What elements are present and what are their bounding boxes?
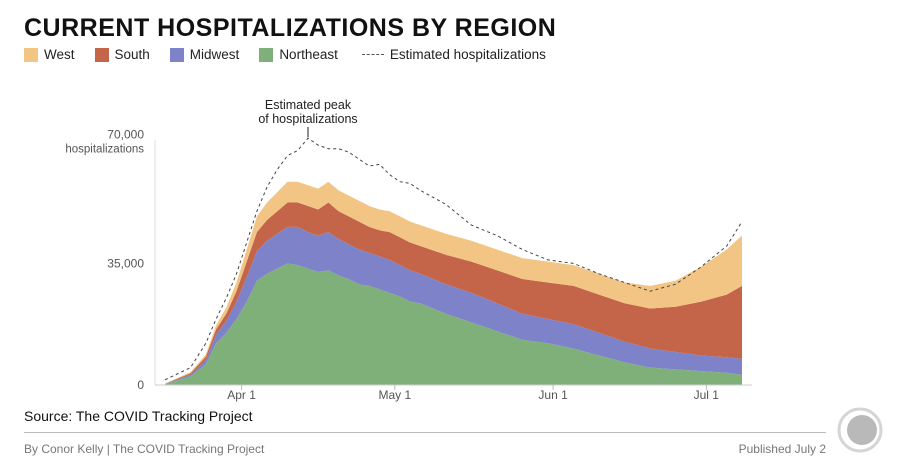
legend-label-estimated: Estimated hospitalizations bbox=[389, 47, 546, 62]
y-tick-label: 0 bbox=[137, 378, 144, 392]
legend-item-northeast: Northeast bbox=[259, 47, 338, 62]
area-northeast bbox=[165, 263, 742, 385]
footer-published: Published July 2 bbox=[738, 442, 826, 456]
legend-swatch-midwest bbox=[169, 47, 184, 62]
legend-label-west: West bbox=[44, 47, 75, 62]
x-tick-label: Apr 1 bbox=[227, 388, 256, 402]
legend-swatch-south bbox=[94, 47, 109, 62]
annotation-label-line1: Estimated peak bbox=[265, 98, 352, 112]
legend-item-south: South bbox=[94, 47, 150, 62]
legend: West South Midwest Northeast Estimated h… bbox=[24, 47, 566, 62]
x-tick-label: Jul 1 bbox=[694, 388, 720, 402]
legend-label-south: South bbox=[114, 47, 150, 62]
annotation-label-line2: of hospitalizations bbox=[258, 112, 357, 126]
footer-divider bbox=[24, 432, 826, 433]
legend-item-estimated: Estimated hospitalizations bbox=[361, 47, 546, 62]
y-tick-label: 70,000 bbox=[107, 128, 144, 142]
y-tick-label: 35,000 bbox=[107, 256, 144, 270]
area-midwest bbox=[165, 226, 742, 385]
legend-label-midwest: Midwest bbox=[189, 47, 240, 62]
y-tick-sublabel: hospitalizations bbox=[65, 144, 144, 156]
legend-dash-estimated bbox=[361, 54, 384, 55]
estimated-line bbox=[164, 137, 743, 381]
chart-title: CURRENT HOSPITALIZATIONS BY REGION bbox=[24, 14, 557, 42]
x-tick-label: May 1 bbox=[378, 388, 411, 402]
x-tick-label: Jun 1 bbox=[538, 388, 568, 402]
covid-tracking-logo-icon bbox=[837, 407, 883, 453]
legend-label-northeast: Northeast bbox=[279, 47, 338, 62]
legend-item-midwest: Midwest bbox=[169, 47, 240, 62]
footer-byline: By Conor Kelly | The COVID Tracking Proj… bbox=[24, 442, 265, 456]
legend-swatch-west bbox=[24, 47, 38, 62]
legend-swatch-northeast bbox=[259, 47, 274, 62]
legend-item-west: West bbox=[24, 47, 75, 62]
source-note: Source: The COVID Tracking Project bbox=[24, 408, 253, 424]
